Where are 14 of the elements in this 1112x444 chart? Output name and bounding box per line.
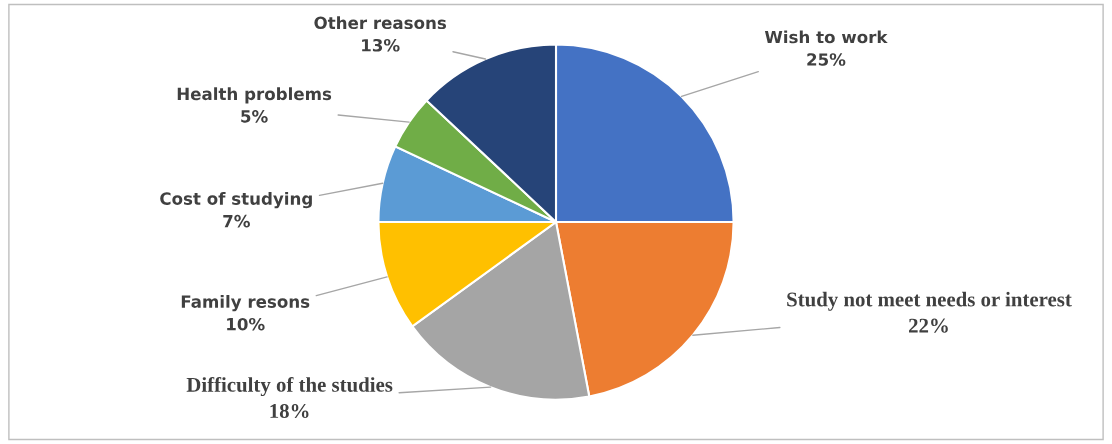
slice-label: Family resons xyxy=(181,294,310,312)
data-label: 13% xyxy=(362,38,400,52)
data-label: 7% xyxy=(223,214,250,228)
data-label: 10% xyxy=(227,317,265,331)
slice-label: Wish to work xyxy=(764,30,888,44)
data-label: 18% xyxy=(270,403,309,419)
data-label: 5% xyxy=(241,110,268,123)
data-label: 25% xyxy=(807,53,846,66)
slice-label: Cost of studying xyxy=(160,191,312,209)
slice-label: Other reasons xyxy=(314,16,447,30)
slice-label: Difficulty of the studies xyxy=(186,376,393,397)
data-label: 22% xyxy=(909,318,948,333)
slice-label: Study not meet needs or interest xyxy=(787,291,1072,311)
slice-label: Health problems xyxy=(177,87,332,104)
